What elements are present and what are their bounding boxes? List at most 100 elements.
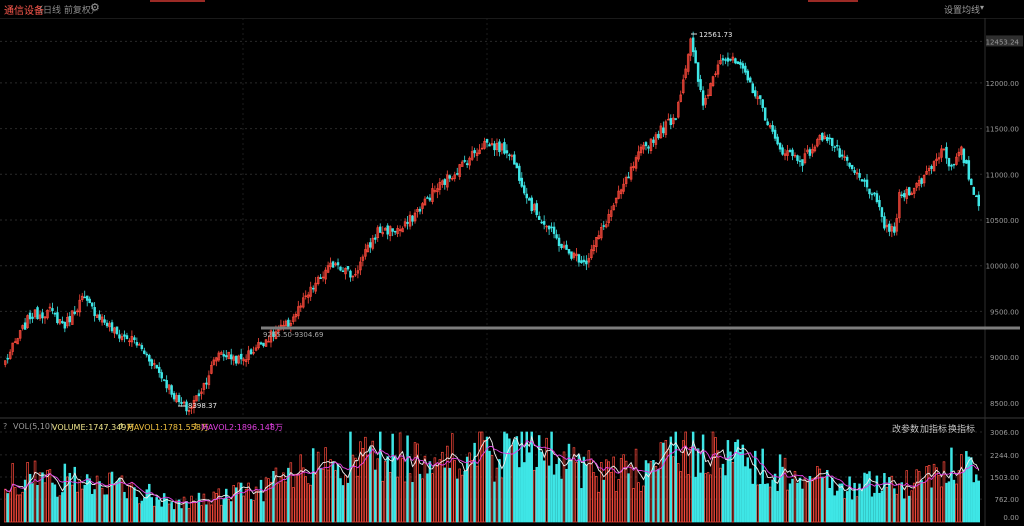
candle-body [190, 406, 193, 409]
volume-bar [972, 482, 976, 523]
candle-body [3, 360, 7, 365]
candle-body [893, 226, 896, 233]
candle-body [11, 342, 14, 352]
volume-bar [302, 467, 305, 523]
candle-body [617, 190, 620, 199]
candle-body [612, 205, 615, 211]
volume-bar [294, 473, 298, 523]
candle-body [93, 307, 96, 317]
volume-bar [746, 457, 750, 523]
candle-body [321, 276, 325, 279]
volume-bar [565, 468, 568, 523]
volume-bar [66, 476, 69, 523]
volume-bar [115, 481, 119, 523]
candle-body [244, 359, 248, 363]
candle-body [719, 60, 722, 65]
volume-bar [187, 508, 191, 523]
volume-bar [267, 478, 270, 523]
question-icon[interactable]: ? [3, 422, 8, 431]
volume-bar [26, 462, 29, 523]
candle-body [528, 198, 531, 201]
volume-bar [202, 493, 206, 523]
volume-bar [16, 494, 19, 523]
candle-body [115, 326, 119, 335]
volume-bar [875, 475, 879, 523]
candle-body [935, 158, 938, 162]
volume-bar [431, 473, 434, 523]
candle-body [674, 118, 678, 120]
volume-bar [46, 469, 49, 523]
candle-body [388, 226, 392, 237]
volume-bar [860, 489, 864, 523]
candle-body [249, 349, 253, 355]
volume-bar [465, 456, 469, 523]
volume-bar [830, 477, 834, 523]
volume-bar [530, 431, 533, 523]
volume-bar [190, 495, 193, 523]
candle-body [898, 192, 901, 219]
indicator-name[interactable]: VOL(5,10) [13, 422, 54, 431]
volume-bar [838, 483, 841, 523]
volume-bar [222, 498, 226, 523]
candle-body [138, 344, 141, 346]
volume-bar [413, 442, 417, 523]
volume-bar [110, 471, 114, 523]
gear-icon[interactable]: ⚙ [90, 1, 100, 14]
volume-bar [617, 479, 620, 523]
candle-body [493, 143, 496, 151]
candle-body [475, 152, 479, 156]
volume-bar [167, 503, 171, 523]
candle-body [361, 256, 365, 261]
candle-body [746, 70, 750, 81]
volume-bar [915, 469, 918, 523]
tab-marker [150, 0, 205, 2]
candle-body [257, 342, 260, 349]
volume-bar [744, 466, 747, 523]
volume-bar [212, 491, 216, 523]
candle-body [406, 221, 409, 224]
volume-bar [242, 495, 245, 523]
candle-body [604, 224, 608, 228]
candle-body [582, 259, 586, 263]
volume-bar [401, 458, 404, 523]
volume-bar [426, 473, 429, 523]
volume-bar [28, 473, 32, 523]
candle-body [828, 137, 831, 140]
candle-body [565, 244, 568, 250]
settings-ma-button[interactable]: 设置均线 [943, 6, 980, 16]
candle-body [441, 180, 444, 185]
volume-bar [826, 470, 829, 523]
volume-bar [622, 454, 625, 523]
edit-params-button[interactable]: 改参数 [892, 425, 920, 435]
candle-body [175, 395, 178, 403]
candle-body [485, 138, 489, 143]
chevron-down-icon[interactable]: ▾ [979, 3, 984, 12]
candle-body [798, 160, 802, 162]
candle-body [763, 107, 767, 121]
candle-body [18, 330, 22, 339]
candle-body [627, 176, 630, 179]
candle-body [595, 237, 598, 247]
candle-body [865, 179, 869, 188]
candle-body [426, 197, 429, 199]
candle-body [143, 350, 146, 354]
candle-body [513, 154, 516, 165]
volume-indicator-bar: ? VOL(5,10) VOLUME:1747.349万 ↑ MAVOL1:17… [0, 419, 985, 435]
volume-bar [195, 502, 198, 523]
volume-bar [811, 478, 814, 523]
volume-bar [704, 473, 707, 523]
volume-bar [274, 467, 278, 523]
volume-bar [806, 480, 809, 523]
volume-bar [796, 482, 799, 523]
candle-body [965, 160, 968, 164]
switch-indicator-button[interactable]: 换指标 [948, 425, 976, 435]
add-indicator-button[interactable]: 加指标 [920, 425, 948, 435]
volume-bar [669, 436, 673, 523]
candle-body [550, 226, 553, 229]
volume-bar [503, 431, 506, 523]
volume-up-arrow: ↑ [118, 422, 125, 431]
volume-bar [220, 504, 223, 523]
candle-body [118, 334, 121, 339]
volume-bar [36, 485, 39, 523]
volume-bar [33, 460, 37, 523]
